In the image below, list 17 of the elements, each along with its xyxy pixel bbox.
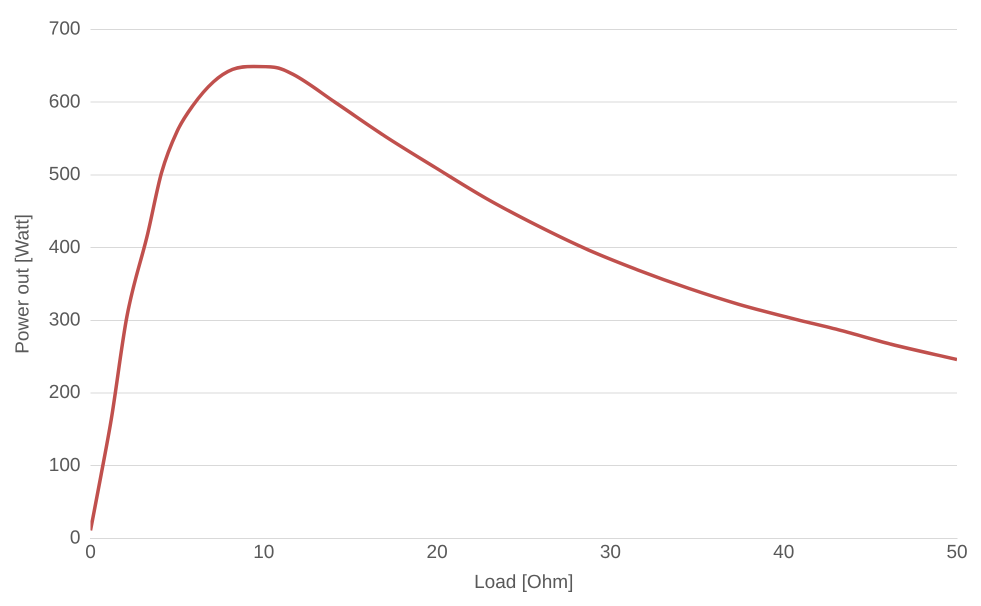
line-series xyxy=(90,64,957,532)
y-tick-label: 100 xyxy=(48,454,80,476)
x-axis-title: Load [Ohm] xyxy=(474,572,574,593)
y-tick-label: 200 xyxy=(48,382,80,404)
x-tick-label: 50 xyxy=(946,542,968,564)
x-tick-label: 20 xyxy=(426,542,448,564)
y-tick-label: 0 xyxy=(70,528,80,549)
y-tick-label: 500 xyxy=(48,164,80,186)
x-tick-label: 40 xyxy=(773,542,794,564)
y-tick-label: 700 xyxy=(48,18,80,40)
x-tick-label: 30 xyxy=(600,542,621,564)
y-tick-label: 300 xyxy=(48,309,80,330)
y-axis-title: Power out [Watt] xyxy=(12,214,34,354)
x-tick-label: 10 xyxy=(253,542,274,564)
x-tick-label: 0 xyxy=(85,542,96,564)
y-tick-label: 600 xyxy=(48,91,80,112)
y-tick-label: 400 xyxy=(48,236,80,258)
